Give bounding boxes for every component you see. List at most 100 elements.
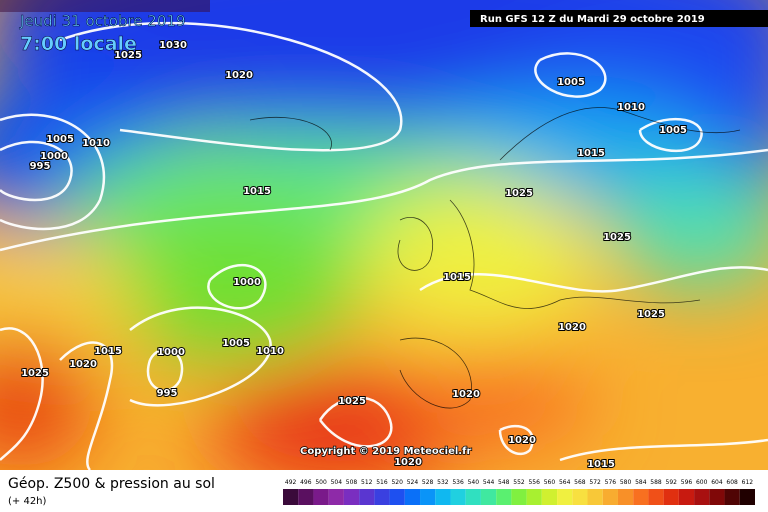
scale-label: 536 xyxy=(452,479,464,486)
scale-cell xyxy=(724,489,740,505)
isobar-label: 1025 xyxy=(21,368,49,379)
scale-label: 568 xyxy=(574,479,586,486)
isobar-label: 1000 xyxy=(233,277,261,288)
scale-label: 612 xyxy=(742,479,754,486)
scale-label: 580 xyxy=(620,479,632,486)
scale-label: 504 xyxy=(331,479,343,486)
isobar-label: 995 xyxy=(30,161,51,172)
scale-cell xyxy=(587,489,603,505)
scale-label: 508 xyxy=(346,479,358,486)
scale-cell xyxy=(557,489,573,505)
footer-subtitle: (+ 42h) xyxy=(8,496,47,507)
isobar-label: 1005 xyxy=(46,134,74,145)
scale-label: 608 xyxy=(726,479,738,486)
scale-label: 588 xyxy=(650,479,662,486)
isobar-label: 1010 xyxy=(256,346,284,357)
scale-cell xyxy=(465,489,481,505)
scale-cell xyxy=(511,489,527,505)
scale-cell xyxy=(328,489,344,505)
scale-cell xyxy=(678,489,695,505)
scale-label: 512 xyxy=(361,479,373,486)
isobar-label: 1025 xyxy=(637,309,665,320)
scale-label: 492 xyxy=(285,479,297,486)
scale-label: 544 xyxy=(483,479,495,486)
scale-cell xyxy=(663,489,679,505)
scale-label: 532 xyxy=(437,479,449,486)
scale-label: 576 xyxy=(605,479,617,486)
scale-label: 584 xyxy=(635,479,647,486)
copyright: Copyright © 2019 Meteociel.fr xyxy=(300,446,471,457)
scale-cell xyxy=(359,489,375,505)
scale-cell xyxy=(389,489,405,505)
scale-label: 520 xyxy=(391,479,403,486)
isobar-label: 1020 xyxy=(558,322,586,333)
isobar-label: 1025 xyxy=(603,232,631,243)
isobar-label: 1030 xyxy=(159,40,187,51)
isobar-label: 1020 xyxy=(508,435,536,446)
isobar-label: 1010 xyxy=(82,138,110,149)
scale-label: 516 xyxy=(376,479,388,486)
isobar-label: 1005 xyxy=(557,77,585,88)
local-time: 7:00 locale xyxy=(20,33,137,55)
isobar-label: 1015 xyxy=(587,459,615,470)
isobar-label: 1010 xyxy=(617,102,645,113)
scale-cell xyxy=(739,489,755,505)
scale-cell xyxy=(526,489,542,505)
scale-label: 596 xyxy=(681,479,693,486)
scale-cell xyxy=(480,489,497,505)
scale-label: 496 xyxy=(300,479,312,486)
scale-cell xyxy=(694,489,710,505)
scale-cell xyxy=(572,489,588,505)
isobar-label: 1020 xyxy=(225,70,253,81)
scale-cell xyxy=(313,489,329,505)
scale-cell xyxy=(633,489,649,505)
scale-cell xyxy=(709,489,725,505)
isobar-label: 1000 xyxy=(40,151,68,162)
scale-label: 548 xyxy=(498,479,510,486)
isobar-label: 1020 xyxy=(69,359,97,370)
scale-label: 564 xyxy=(559,479,571,486)
scale-cell xyxy=(602,489,618,505)
isobar-label: 1020 xyxy=(452,389,480,400)
scale-cell xyxy=(541,489,558,505)
isobar-label: 1015 xyxy=(243,186,271,197)
isobar-label: 1015 xyxy=(577,148,605,159)
scale-label: 500 xyxy=(315,479,327,486)
run-info: Run GFS 12 Z du Mardi 29 octobre 2019 xyxy=(480,14,705,25)
scale-cell xyxy=(435,489,451,505)
scale-cell xyxy=(496,489,512,505)
scale-label: 604 xyxy=(711,479,723,486)
color-scale: 492 496 500 504 508 512 516 520 524 528 532 536 540 5… xyxy=(283,479,755,505)
scale-label: 528 xyxy=(422,479,434,486)
scale-cell xyxy=(374,489,390,505)
isobar-label: 995 xyxy=(157,388,178,399)
isobar-label: 1025 xyxy=(505,188,533,199)
isobar-label: 1015 xyxy=(443,272,471,283)
scale-cell xyxy=(343,489,360,505)
scale-cell xyxy=(404,489,421,505)
isobar-label: 1025 xyxy=(114,50,142,61)
isobar-label: 1025 xyxy=(338,396,366,407)
scale-label: 600 xyxy=(696,479,708,486)
scale-label: 556 xyxy=(528,479,540,486)
valid-date: Jeudi 31 octobre 2019 xyxy=(19,12,185,30)
footer-title: Géop. Z500 & pression au sol xyxy=(8,476,215,492)
scale-cell xyxy=(450,489,466,505)
isobar-label: 1005 xyxy=(659,125,687,136)
scale-cell xyxy=(298,489,314,505)
isobar-label: 1005 xyxy=(222,338,250,349)
scale-cell xyxy=(283,489,299,505)
scale-label: 552 xyxy=(513,479,525,486)
isobar-label: 1015 xyxy=(94,346,122,357)
isobar-label: 1020 xyxy=(394,457,422,468)
scale-label: 524 xyxy=(407,479,419,486)
scale-label: 592 xyxy=(666,479,678,486)
map-background xyxy=(0,0,768,490)
isobar-label: 1000 xyxy=(157,347,185,358)
scale-label: 572 xyxy=(589,479,601,486)
scale-cell xyxy=(617,489,634,505)
scale-label: 540 xyxy=(468,479,480,486)
scale-label: 560 xyxy=(544,479,556,486)
